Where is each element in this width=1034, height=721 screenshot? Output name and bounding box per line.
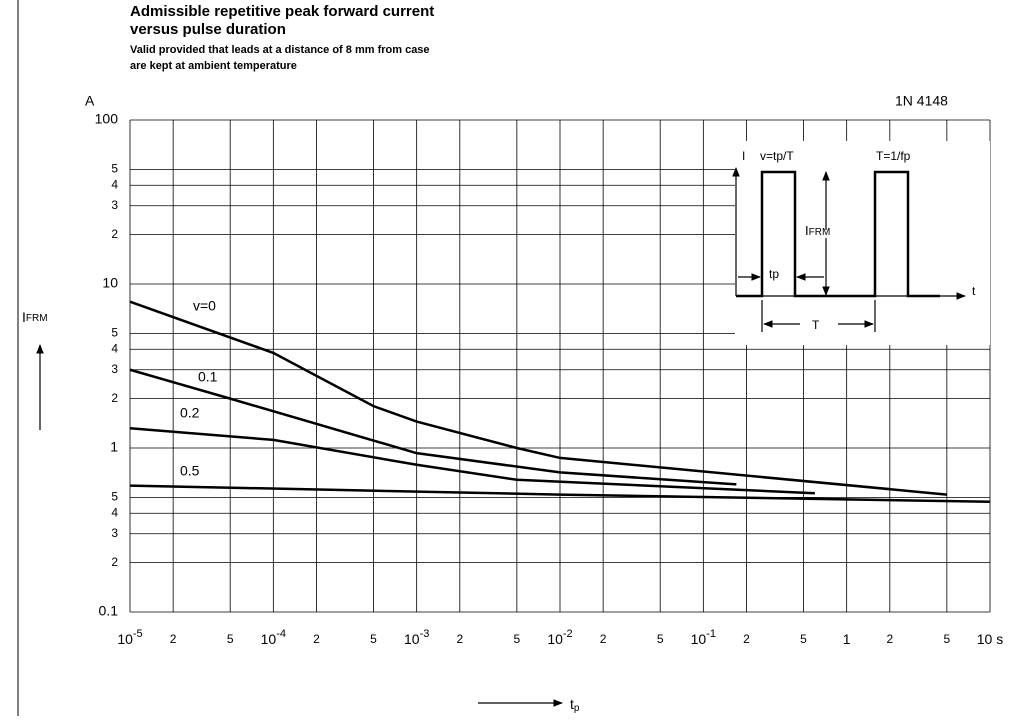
y-axis-label: IFRM — [22, 309, 48, 325]
x-tick-label-base: 10 — [547, 631, 563, 647]
x-tick-label-base: 5 — [944, 632, 951, 646]
x-tick-label-base: 10 — [117, 631, 133, 647]
x-tick-label-base: 10 s — [977, 631, 1003, 647]
x-tick-label-base: 5 — [657, 632, 664, 646]
series-label: v=0 — [193, 298, 216, 314]
curve — [129, 484, 991, 504]
x-tick-label: 10 s — [977, 631, 1003, 647]
x-tick-label-base: 2 — [170, 632, 177, 646]
y-tick-label: 2 — [111, 555, 118, 569]
y-tick-label: 10 — [102, 275, 118, 291]
curve — [129, 426, 815, 495]
x-tick-label: 5 — [370, 632, 377, 646]
inset: I v=tp/T T=1/fp IFRM tp t T — [732, 141, 990, 345]
series-label: 0.2 — [180, 405, 200, 421]
y-tick-label: 3 — [111, 362, 118, 376]
y-tick-label: 5 — [111, 490, 118, 504]
y-tick-label: 100 — [95, 111, 119, 127]
x-tick-label-base: 5 — [514, 632, 521, 646]
x-tick-label-base: 2 — [456, 632, 463, 646]
x-tick-label-base: 5 — [800, 632, 807, 646]
x-tick-label-base: 1 — [843, 631, 851, 647]
x-tick-label: 10-1 — [691, 628, 716, 647]
x-tick-label: 10-4 — [261, 628, 286, 647]
inset-label: T — [812, 318, 820, 332]
x-tick-label-base: 5 — [227, 632, 234, 646]
curve — [129, 300, 947, 496]
x-tick-label: 5 — [514, 632, 521, 646]
curve — [129, 368, 737, 486]
y-tick-label: 1 — [110, 439, 118, 455]
x-tick-label: 10-5 — [117, 628, 142, 647]
inset-label: T=1/fp — [876, 149, 911, 163]
x-tick-label: 2 — [743, 632, 750, 646]
y-tick-label: 5 — [111, 326, 118, 340]
x-tick-label: 1 — [843, 631, 851, 647]
y-tick-label: 4 — [111, 177, 118, 191]
inset-label: t — [972, 284, 976, 298]
x-tick-label-base: 2 — [600, 632, 607, 646]
y-tick-label: 4 — [111, 341, 118, 355]
y-tick-label: 2 — [111, 227, 118, 241]
x-tick-label-base: 2 — [313, 632, 320, 646]
series-label: 0.1 — [198, 369, 218, 385]
inset-label: tp — [769, 267, 779, 281]
x-tick-label: 2 — [600, 632, 607, 646]
inset-label: v=tp/T — [760, 149, 794, 163]
y-tick-label: 3 — [111, 526, 118, 540]
subtitle: Valid provided that leads at a distance … — [130, 44, 430, 56]
x-tick-label: 2 — [456, 632, 463, 646]
y-tick-label: 3 — [111, 198, 118, 212]
part-number: 1N 4148 — [895, 93, 948, 109]
x-tick-label: 10-3 — [404, 628, 429, 647]
x-tick-label-base: 5 — [370, 632, 377, 646]
y-tick-label: 2 — [111, 391, 118, 405]
x-tick-label-base: 10 — [691, 631, 707, 647]
x-tick-label-base: 2 — [886, 632, 893, 646]
inset-label: I — [742, 149, 745, 163]
x-tick-exponent: -3 — [420, 628, 430, 640]
x-tick-label: 5 — [800, 632, 807, 646]
inset-background — [735, 141, 990, 345]
x-tick-label-base: 10 — [404, 631, 420, 647]
pulse-waveform — [736, 170, 940, 298]
x-axis-label: tp — [570, 696, 580, 714]
chart-title: versus pulse duration — [130, 21, 286, 38]
y-tick-label: 5 — [111, 162, 118, 176]
inset-label: IFRM — [805, 223, 830, 238]
x-tick-exponent: -4 — [276, 628, 286, 640]
y-unit: A — [85, 93, 95, 109]
series-label: 0.5 — [180, 463, 200, 479]
x-tick-label: 10-2 — [547, 628, 572, 647]
y-tick-label: 4 — [111, 505, 118, 519]
x-tick-label: 2 — [170, 632, 177, 646]
subtitle: are kept at ambient temperature — [130, 60, 297, 72]
x-tick-exponent: -5 — [133, 628, 143, 640]
x-tick-label: 2 — [886, 632, 893, 646]
grid — [129, 119, 991, 613]
y-tick-label: 0.1 — [99, 603, 119, 619]
x-tick-label: 5 — [227, 632, 234, 646]
chart-title: Admissible repetitive peak forward curre… — [130, 3, 434, 20]
x-tick-label-base: 10 — [261, 631, 277, 647]
x-tick-exponent: -1 — [706, 628, 716, 640]
x-tick-label: 2 — [313, 632, 320, 646]
x-tick-label: 5 — [657, 632, 664, 646]
x-tick-label: 5 — [944, 632, 951, 646]
x-tick-label-base: 2 — [743, 632, 750, 646]
x-tick-exponent: -2 — [563, 628, 573, 640]
curves — [129, 300, 991, 504]
